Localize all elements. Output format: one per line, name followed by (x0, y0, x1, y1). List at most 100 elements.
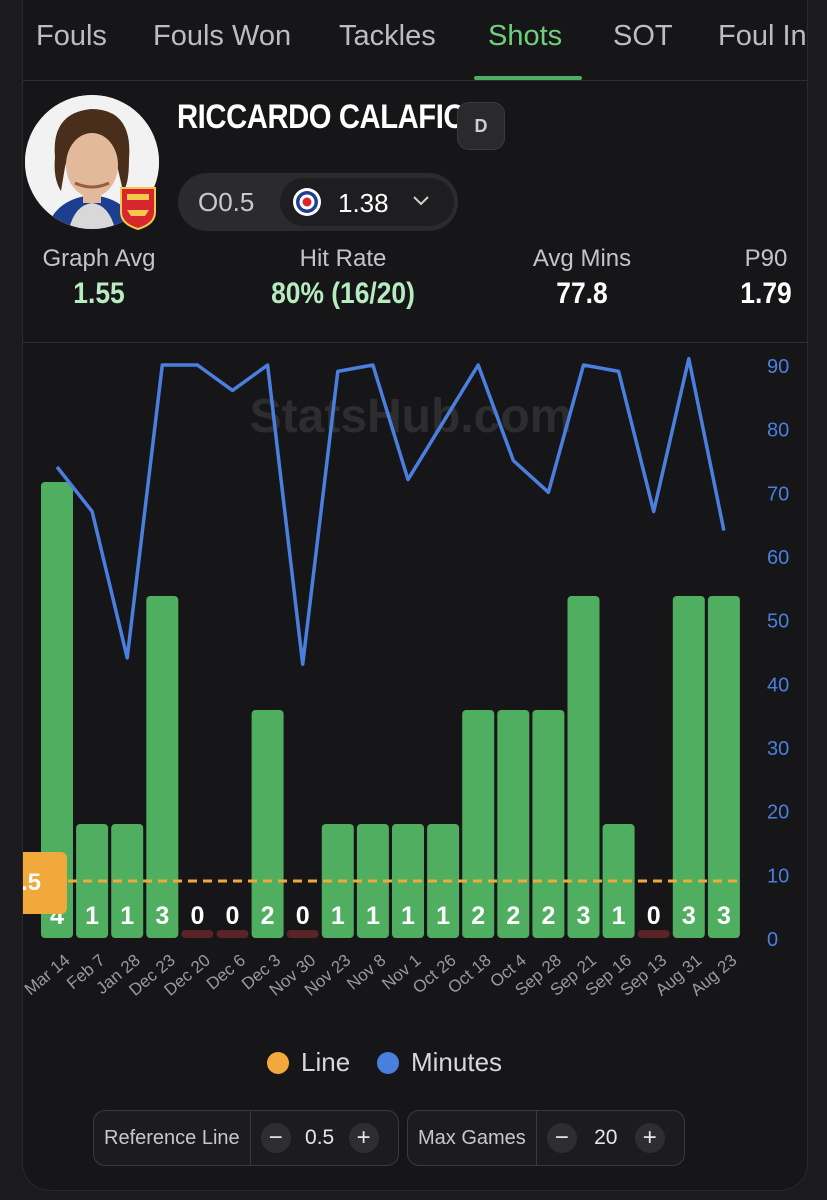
reference-line-label: Reference Line (94, 1111, 251, 1165)
y-axis-tick-label: 10 (767, 865, 789, 887)
bar (567, 596, 600, 938)
x-axis-tick-label: Nov 8 (343, 951, 389, 994)
divider (23, 342, 807, 343)
legend-line-label: Line (301, 1047, 351, 1077)
graph-avg-value: 1.55 (73, 277, 125, 310)
shots-chart: StatsHub.com41130020111122231033.5010203… (23, 356, 789, 1000)
arsenal-badge-icon (119, 186, 157, 231)
odds-line: O0.5 (198, 187, 255, 217)
hit-rate-value: 80% (16/20) (271, 277, 415, 310)
reference-line-plus-button[interactable]: + (348, 1123, 379, 1153)
bar-value-label: 0 (190, 902, 204, 930)
reference-line-tag (23, 852, 67, 914)
hit-rate-label: Hit Rate (299, 245, 387, 272)
bar (251, 710, 284, 938)
bar-value-label: 3 (717, 902, 731, 930)
tab-fouls[interactable]: Fouls (36, 20, 107, 52)
bar-zero (286, 930, 319, 938)
tab-foul-in[interactable]: Foul In (718, 20, 807, 52)
y-axis-tick-label: 50 (767, 611, 789, 633)
max-games-minus-button[interactable]: − (546, 1123, 577, 1153)
bar-zero (216, 930, 249, 938)
bar-value-label: 2 (471, 902, 485, 930)
odds-value: 1.38 (338, 188, 389, 218)
bar-value-label: 3 (155, 902, 169, 930)
bar-value-label: 2 (506, 902, 520, 930)
bar-value-label: 3 (577, 902, 591, 930)
bar-value-label: 0 (647, 902, 661, 930)
max-games-control: Max Games − 20 + (407, 1110, 685, 1166)
bar-value-label: 1 (436, 902, 450, 930)
bar-value-label: 2 (541, 902, 555, 930)
y-axis-tick-label: 60 (767, 547, 789, 569)
legend-minutes[interactable]: Minutes (377, 1047, 502, 1078)
odds-dropdown[interactable]: 1.38 (280, 178, 454, 226)
y-axis-tick-label: 90 (767, 356, 789, 378)
active-tab-indicator (474, 76, 582, 80)
legend-line-dot (267, 1051, 289, 1074)
bar (146, 596, 179, 938)
legend-line[interactable]: Line (267, 1047, 350, 1078)
stat-p90: P90 1.79 (727, 245, 805, 311)
max-games-plus-button[interactable]: + (634, 1123, 665, 1153)
position-badge: D (457, 102, 505, 150)
stat-graph-avg: Graph Avg 1.55 (31, 245, 167, 311)
bar-value-label: 1 (401, 902, 415, 930)
graph-avg-label: Graph Avg (42, 245, 156, 272)
bar (76, 824, 109, 938)
bar-value-label: 3 (682, 902, 696, 930)
bar (392, 824, 424, 938)
y-axis-tick-label: 70 (767, 483, 789, 505)
y-axis-tick-label: 80 (767, 420, 789, 442)
bar-value-label: 1 (331, 902, 345, 930)
bar-zero (637, 930, 670, 938)
bar (111, 824, 144, 938)
player-name: RICCARDO CALAFIORI (177, 98, 495, 136)
bar (41, 482, 73, 938)
stat-tabs: Fouls Fouls Won Tackles Shots SOT Foul I… (23, 0, 807, 81)
stat-avg-mins: Avg Mins 77.8 (513, 245, 651, 311)
reference-line-tag-label: .5 (23, 869, 41, 896)
x-axis-tick-label: Dec 6 (203, 951, 249, 994)
bar-value-label: 1 (612, 902, 626, 930)
reference-line-value: 0.5 (305, 1126, 335, 1149)
p90-value: 1.79 (740, 277, 792, 310)
chevron-down-icon (413, 196, 429, 206)
tab-tackles[interactable]: Tackles (339, 20, 436, 52)
y-axis-tick-label: 30 (767, 738, 789, 760)
odds-selector[interactable]: O0.5 1.38 (178, 173, 458, 231)
bar-value-label: 1 (120, 902, 134, 930)
watermark: StatsHub.com (250, 390, 573, 443)
y-axis-tick-label: 20 (767, 802, 789, 824)
bar-value-label: 1 (85, 902, 99, 930)
reference-line-stepper: − 0.5 + (251, 1111, 389, 1165)
bar (672, 596, 705, 938)
max-games-stepper: − 20 + (537, 1111, 675, 1165)
bar (321, 824, 354, 938)
minutes-line (55, 356, 726, 666)
bar-value-label: 0 (226, 902, 240, 930)
tab-sot[interactable]: SOT (613, 20, 673, 52)
legend-minutes-label: Minutes (411, 1047, 503, 1077)
tab-fouls-won[interactable]: Fouls Won (153, 20, 292, 52)
legend-minutes-dot (377, 1051, 399, 1074)
tab-shots[interactable]: Shots (488, 20, 563, 52)
stat-hit-rate: Hit Rate 80% (16/20) (248, 245, 438, 311)
y-axis-tick-label: 40 (767, 674, 789, 696)
avg-mins-label: Avg Mins (532, 245, 632, 272)
reference-line-control: Reference Line − 0.5 + (93, 1110, 399, 1166)
max-games-value: 20 (594, 1126, 618, 1149)
bar (707, 596, 740, 938)
y-axis-tick-label: 0 (767, 929, 778, 951)
reference-line-minus-button[interactable]: − (260, 1123, 291, 1153)
bar-value-label: 1 (366, 902, 380, 930)
stats-card: Fouls Fouls Won Tackles Shots SOT Foul I… (22, 0, 808, 1191)
bar-zero (181, 930, 214, 938)
bar-value-label: 2 (261, 902, 275, 930)
bar-value-label: 0 (296, 902, 310, 930)
p90-label: P90 (744, 245, 788, 272)
bar (602, 824, 635, 938)
bar (462, 710, 495, 938)
avg-mins-value: 77.8 (556, 277, 608, 310)
roundel-icon (293, 188, 321, 216)
